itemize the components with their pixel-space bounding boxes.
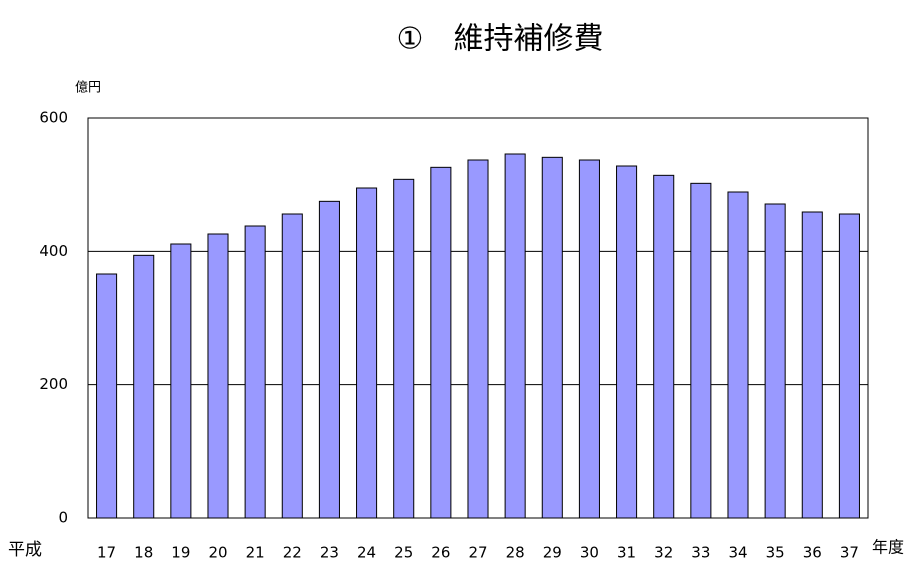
bar	[541, 156, 563, 519]
bar	[578, 159, 600, 519]
x-tick-label: 34	[728, 544, 747, 562]
bar	[727, 191, 749, 519]
x-tick-label: 37	[840, 544, 859, 562]
x-tick-label: 31	[617, 544, 636, 562]
x-tick-label: 19	[171, 544, 190, 562]
bar	[207, 233, 229, 519]
chart-title: ① 維持補修費	[397, 22, 604, 57]
x-tick-label: 36	[803, 544, 822, 562]
bar	[653, 174, 675, 519]
bar	[838, 213, 860, 519]
bar	[393, 178, 415, 519]
x-tick-label: 17	[97, 544, 116, 562]
bar	[318, 200, 340, 519]
x-suffix: 年度	[872, 538, 904, 557]
bar	[504, 153, 526, 519]
x-tick-label: 26	[431, 544, 450, 562]
x-tick-label: 35	[766, 544, 785, 562]
x-tick-label: 25	[394, 544, 413, 562]
y-tick-label: 0	[58, 509, 68, 527]
y-unit: 億円	[75, 80, 101, 96]
x-tick-label: 28	[506, 544, 525, 562]
x-tick-label: 20	[208, 544, 227, 562]
bar	[616, 165, 638, 519]
x-tick-label: 21	[246, 544, 265, 562]
x-tick-label: 32	[654, 544, 673, 562]
y-tick-label: 400	[39, 242, 68, 260]
bar	[356, 187, 378, 519]
x-tick-label: 30	[580, 544, 599, 562]
y-tick-label: 200	[39, 375, 68, 393]
bar	[244, 225, 266, 519]
x-tick-label: 22	[283, 544, 302, 562]
bar	[764, 203, 786, 519]
x-tick-label: 24	[357, 544, 376, 562]
bar	[133, 254, 155, 519]
x-prefix: 平成	[8, 540, 42, 560]
bar	[96, 273, 118, 519]
y-tick-label: 600	[39, 109, 68, 127]
bar	[467, 159, 489, 519]
x-tick-label: 18	[134, 544, 153, 562]
bar	[281, 213, 303, 519]
x-tick-label: 27	[468, 544, 487, 562]
x-tick-label: 29	[543, 544, 562, 562]
bar	[430, 166, 452, 519]
bar	[170, 243, 192, 519]
x-tick-label: 23	[320, 544, 339, 562]
x-tick-label: 33	[691, 544, 710, 562]
bar	[801, 211, 823, 519]
bar	[690, 182, 712, 519]
